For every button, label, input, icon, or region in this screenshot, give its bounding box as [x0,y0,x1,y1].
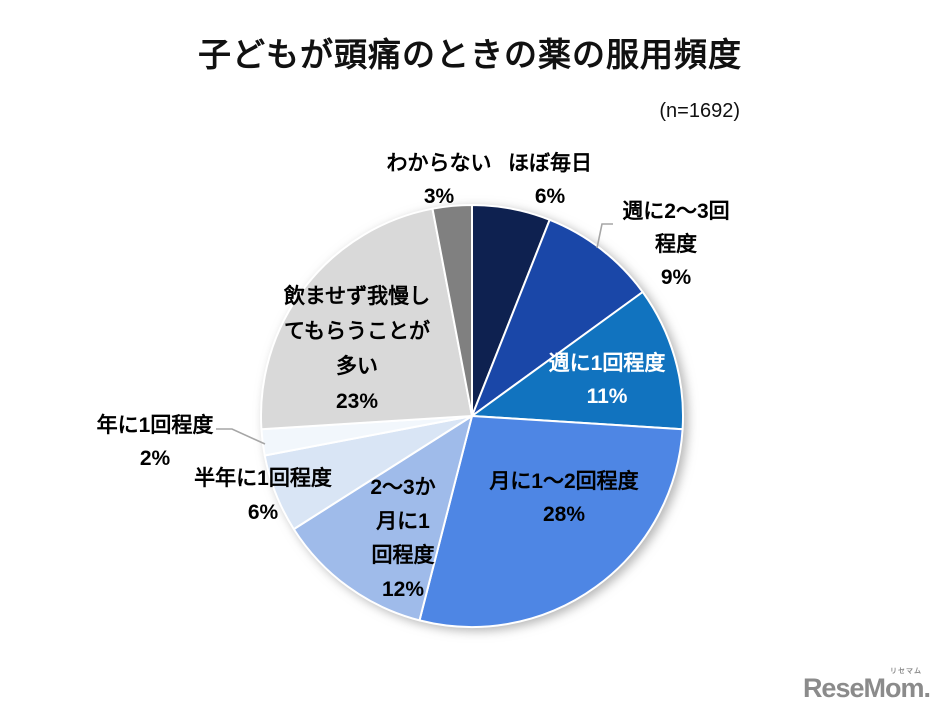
slice-label-3: 週に1回程度 11% [549,351,666,408]
slice-label-7: 年に1回程度 2% [97,413,214,470]
slice-label-9: わからない 3% [387,152,492,208]
logo-text: ReseMom [802,673,925,703]
slice-label-2: 週に2〜3回程度 9% [622,200,729,289]
slice-label-5: 2〜3か月に1 回程度 12% [370,476,435,601]
pie-labels-group: ほぼ毎日 6% 週に2〜3回程度 9% 週に1回程度 11% 月に1〜2回程度 28% 2〜3か… [97,151,730,601]
pie-slices-group [259,203,685,628]
pie-slice-3 [471,291,685,431]
slice-label-4: 月に1〜2回程度 28% [488,469,638,526]
slice-label-1: ほぼ毎日 6% [508,151,592,208]
pie-slice-2 [471,218,644,417]
slice-label-6: 半年に1回程度 6% [194,466,332,524]
logo-dot: . [923,673,930,703]
pie-slice-4 [418,415,684,628]
slice-label-8: 飲ませず我慢してもらうことが多い 23% [283,284,430,413]
pie-slice-9 [431,203,473,417]
leader-line-7 [216,428,266,445]
resemom-logo: リセマム ReseMom. [802,668,931,703]
pie-slice-8 [259,207,473,431]
leader-line-2 [596,223,613,249]
pie-slice-5 [292,415,473,622]
chart-title: 子どもが頭痛のときの薬の服用頻度 [198,36,742,73]
logo-ruby-text: リセマム [890,668,922,675]
sample-size-label: (n=1692) [659,100,740,122]
